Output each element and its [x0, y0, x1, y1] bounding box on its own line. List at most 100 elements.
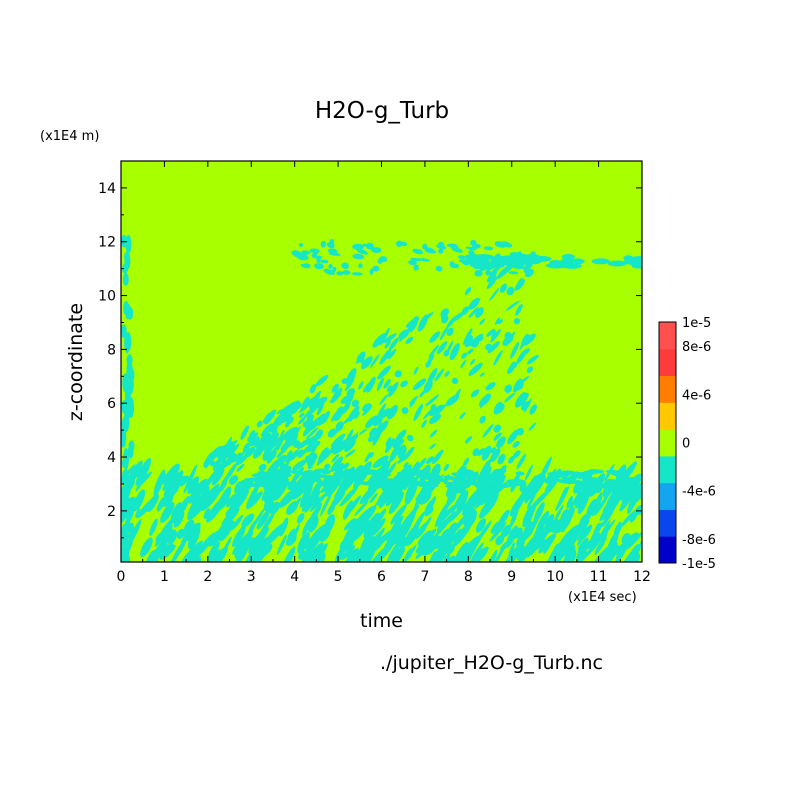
colorbar-label: 1e-5	[682, 316, 711, 331]
negative-patch	[412, 248, 424, 255]
negative-patch	[526, 354, 539, 365]
negative-patch	[170, 502, 183, 524]
negative-patch	[400, 380, 408, 388]
negative-patch	[422, 406, 436, 420]
negative-patch	[125, 332, 132, 352]
negative-patch	[234, 481, 242, 494]
negative-patch	[292, 459, 307, 471]
negative-patch	[434, 503, 457, 528]
negative-patch	[306, 396, 318, 407]
negative-patch	[314, 263, 325, 270]
x-tick-label: 1	[160, 569, 169, 585]
source-filename: ./jupiter_H2O-g_Turb.nc	[380, 652, 603, 674]
negative-patch	[353, 411, 360, 420]
negative-patch	[220, 451, 230, 460]
negative-patch	[212, 459, 221, 472]
negative-patch	[314, 255, 323, 260]
negative-patch	[429, 331, 441, 343]
negative-patch	[300, 263, 310, 269]
negative-patch	[341, 545, 356, 561]
negative-patch	[228, 475, 239, 485]
negative-patch	[138, 466, 148, 484]
negative-patch	[586, 534, 601, 550]
negative-patch	[385, 478, 400, 483]
negative-patch	[140, 537, 153, 558]
chart-title: H2O-g_Turb	[314, 98, 450, 124]
negative-patch	[441, 528, 451, 540]
y-tick-label: 14	[98, 181, 116, 197]
x-tick-label: 9	[507, 569, 516, 585]
negative-patch	[329, 238, 335, 246]
negative-patch	[235, 536, 255, 561]
negative-patch	[545, 513, 555, 529]
negative-patch	[227, 443, 240, 458]
negative-patch	[379, 394, 388, 405]
negative-patch	[252, 443, 265, 459]
negative-patch	[282, 459, 291, 472]
negative-patch	[617, 484, 633, 489]
negative-patch	[580, 524, 593, 541]
negative-patch	[538, 533, 557, 554]
negative-patch	[303, 409, 312, 419]
negative-patch	[240, 425, 250, 440]
negative-patch	[160, 522, 173, 550]
negative-patch	[413, 366, 419, 375]
negative-patch	[389, 444, 400, 462]
negative-patch	[529, 404, 537, 415]
negative-patch	[211, 467, 225, 486]
negative-patch	[425, 456, 434, 464]
negative-patch	[484, 484, 502, 503]
negative-patch	[345, 449, 356, 458]
negative-patch	[465, 509, 477, 527]
negative-patch	[352, 253, 365, 260]
negative-patch	[491, 330, 497, 339]
negative-patch	[598, 548, 615, 562]
colorbar-label: -4e-6	[682, 485, 716, 500]
negative-patch	[427, 249, 437, 254]
negative-patch	[279, 462, 285, 468]
negative-patch	[426, 353, 435, 367]
negative-patch	[298, 412, 305, 418]
negative-patch	[404, 525, 419, 547]
negative-patch	[463, 494, 481, 517]
negative-patch	[468, 297, 480, 310]
negative-patch	[470, 358, 476, 365]
negative-patch	[405, 336, 414, 345]
negative-patch	[262, 453, 269, 461]
negative-patch	[372, 428, 383, 446]
negative-patch	[344, 378, 355, 392]
negative-patch	[320, 480, 338, 485]
negative-patch	[506, 525, 518, 548]
x-tick-label: 2	[203, 569, 212, 585]
negative-patch	[264, 476, 276, 488]
negative-patch	[331, 266, 337, 273]
negative-patch	[626, 532, 639, 547]
negative-patch	[344, 472, 353, 477]
negative-patch	[306, 472, 321, 477]
negative-patch	[526, 489, 537, 510]
negative-patch	[279, 401, 296, 415]
negative-patch	[468, 307, 479, 318]
negative-patch	[451, 487, 466, 514]
negative-patch	[452, 478, 471, 483]
negative-patch	[464, 436, 473, 444]
negative-patch	[400, 241, 408, 247]
negative-patch	[223, 453, 236, 468]
negative-patch	[352, 544, 369, 562]
negative-patch	[486, 328, 496, 337]
negative-patch	[199, 486, 210, 503]
negative-patch	[334, 406, 344, 422]
negative-patch	[413, 264, 419, 271]
negative-patch	[415, 528, 437, 554]
negative-patch	[433, 514, 452, 539]
negative-patch	[372, 333, 387, 348]
negative-patch	[403, 322, 415, 336]
negative-patch	[208, 546, 228, 562]
negative-patch	[327, 428, 337, 438]
colorbar-segment	[659, 322, 676, 350]
negative-patch	[390, 504, 407, 525]
negative-patch	[324, 514, 336, 534]
negative-patch	[384, 340, 391, 349]
negative-patch	[486, 276, 498, 289]
